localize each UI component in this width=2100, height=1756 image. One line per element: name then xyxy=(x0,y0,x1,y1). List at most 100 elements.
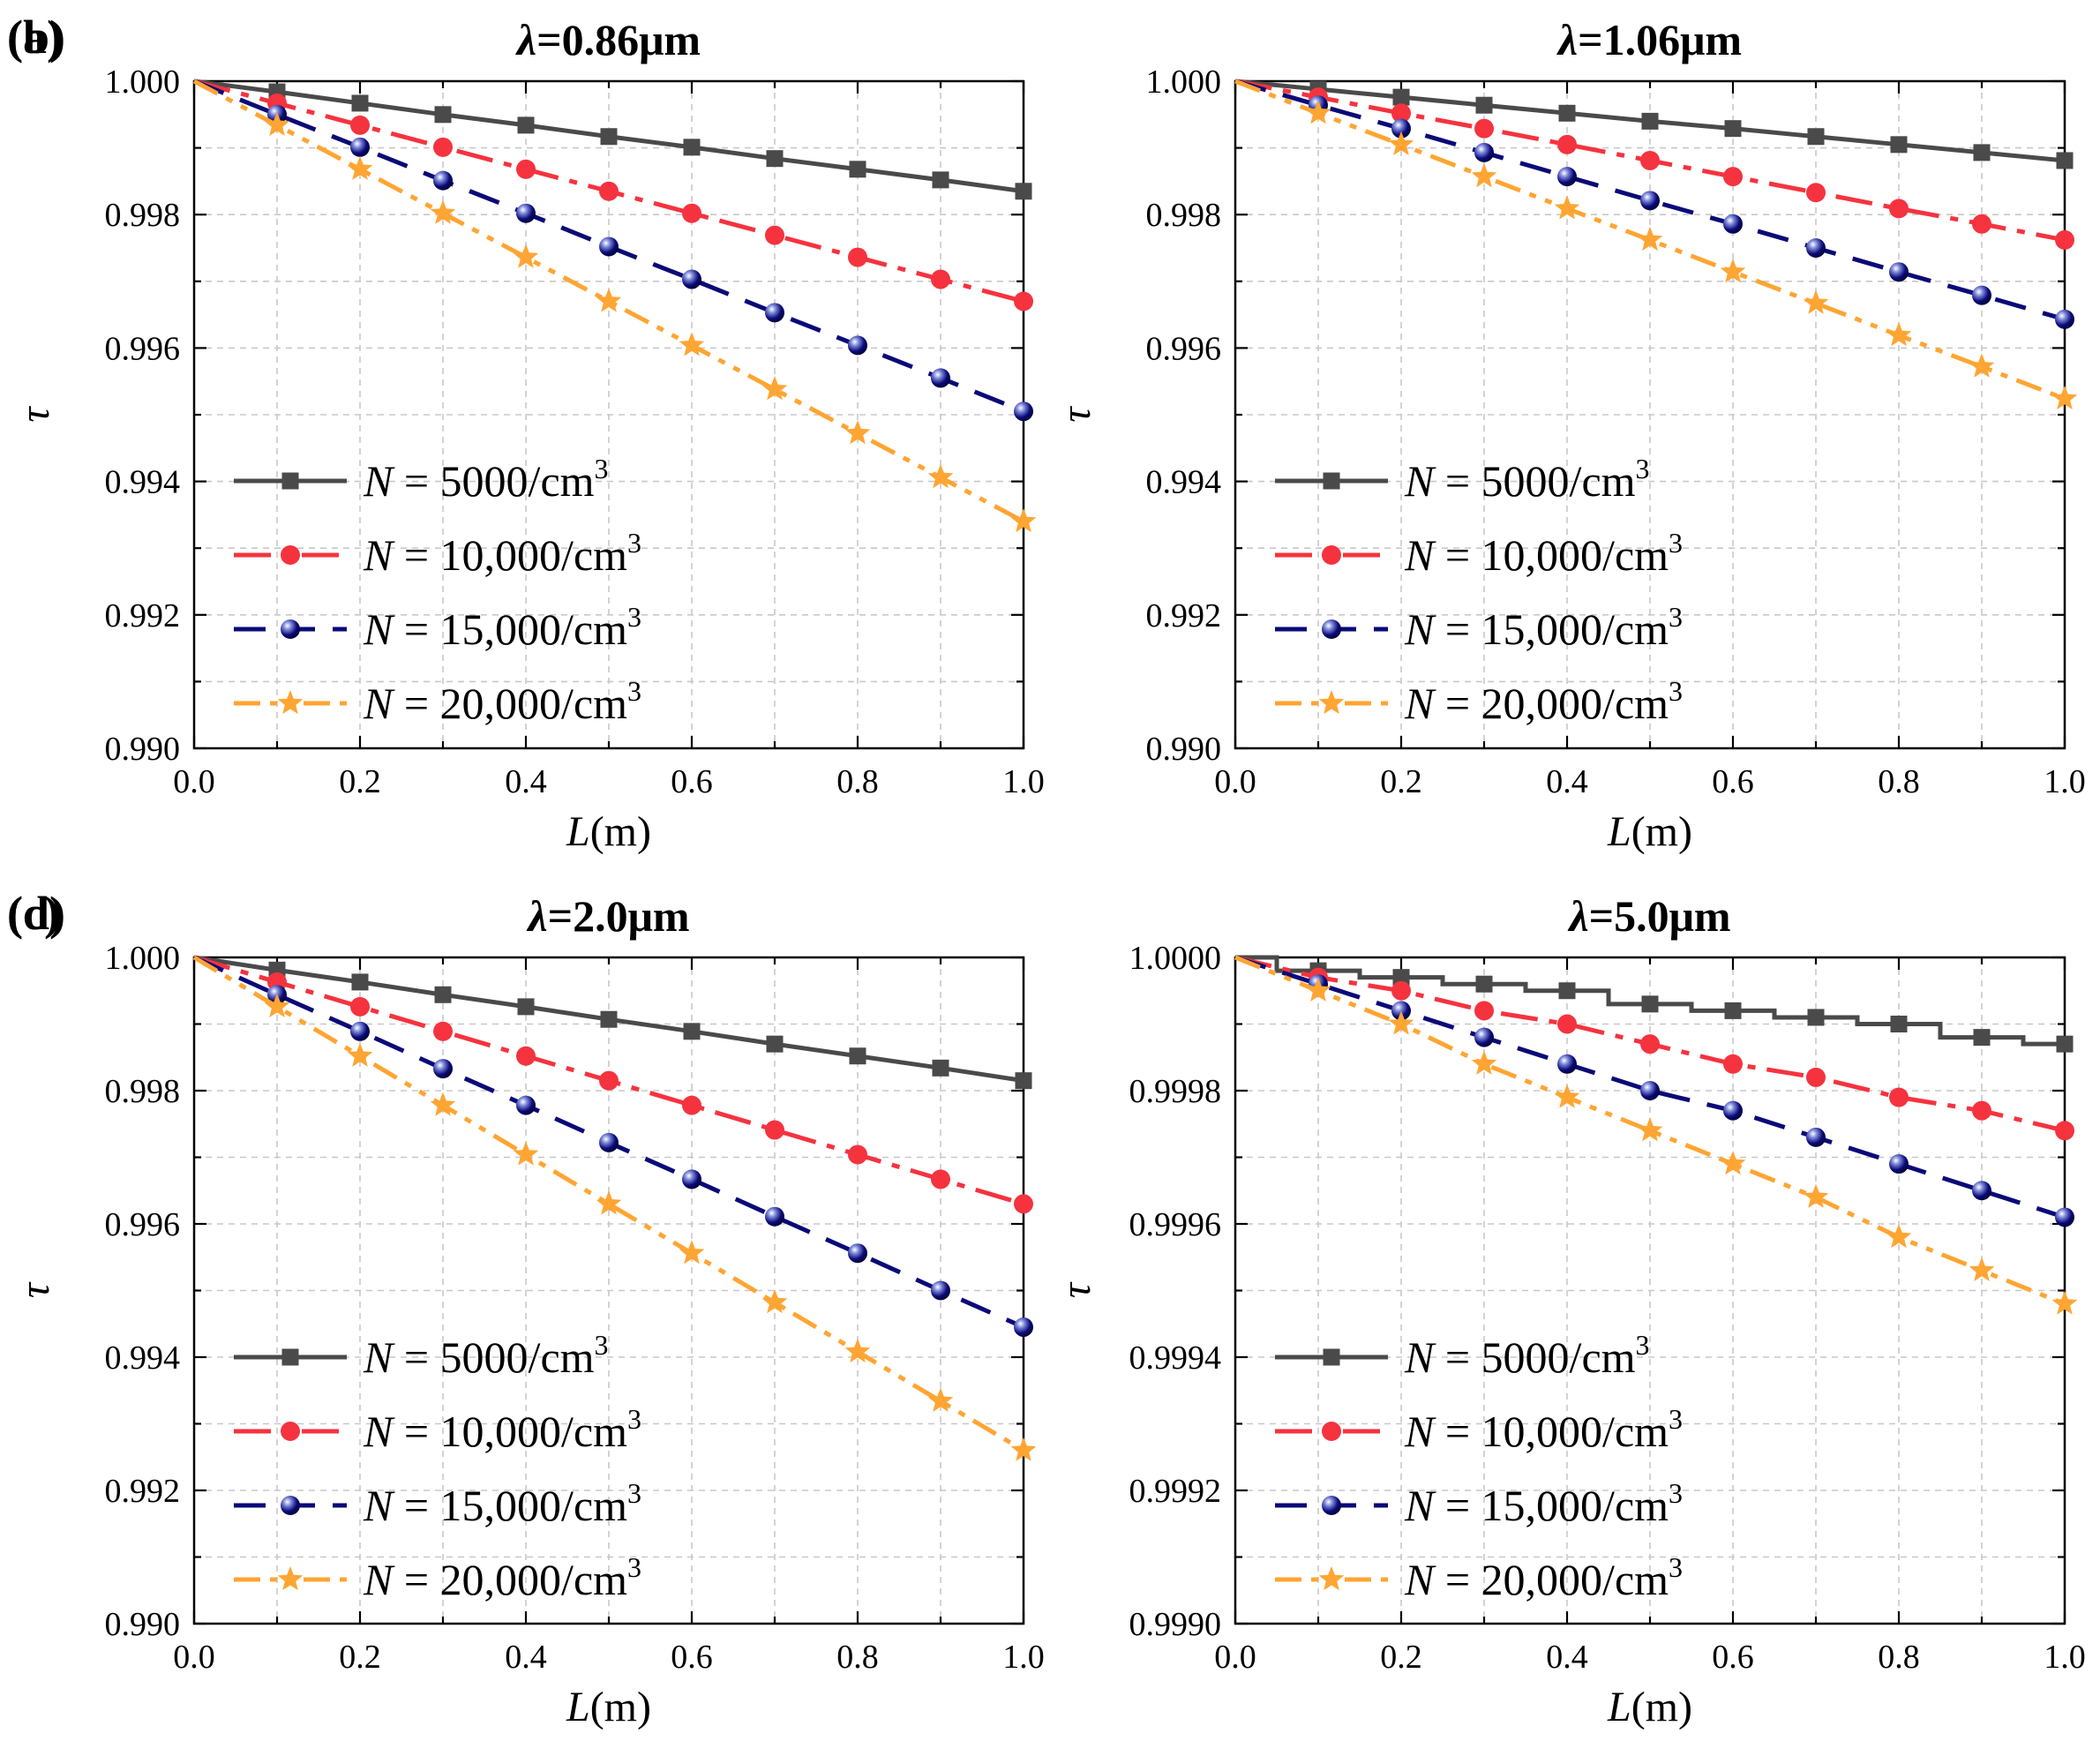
title-symbol: λ xyxy=(526,891,547,941)
x-tick-label: 0.0 xyxy=(173,1639,215,1676)
data-point xyxy=(1889,262,1909,282)
legend-marker xyxy=(1318,690,1345,715)
data-point xyxy=(1723,1100,1743,1121)
x-axis-unit: (m) xyxy=(1631,1684,1692,1730)
legend-variable: N xyxy=(363,1555,395,1604)
series-2 xyxy=(1234,79,2074,250)
legend-label: N = 10,000/cm3 xyxy=(363,1403,641,1456)
legend-variable: N xyxy=(1404,1481,1436,1530)
data-point xyxy=(350,1021,370,1041)
data-point xyxy=(848,1144,867,1165)
data-point xyxy=(765,303,784,323)
data-point xyxy=(682,1169,701,1189)
data-point xyxy=(1806,183,1826,203)
legend-value: = 15,000/cm xyxy=(1434,1481,1669,1530)
data-point xyxy=(1391,103,1411,124)
series-1 xyxy=(193,79,1032,200)
x-tick-label: 0.6 xyxy=(1712,1639,1754,1676)
data-point xyxy=(1014,291,1033,311)
legend-superscript: 3 xyxy=(627,675,641,707)
data-point xyxy=(1889,1154,1909,1174)
data-point xyxy=(433,137,453,157)
data-point xyxy=(350,137,370,157)
data-point xyxy=(516,203,536,223)
y-tick-label: 0.998 xyxy=(1146,197,1222,234)
legend-value: = 20,000/cm xyxy=(393,679,627,728)
legend-marker xyxy=(281,1496,300,1515)
title-symbol: λ xyxy=(515,15,536,64)
y-tick-label: 0.990 xyxy=(105,1606,181,1643)
data-point xyxy=(1972,1100,1991,1121)
title-symbol: λ xyxy=(1556,15,1578,64)
x-tick-label: 0.0 xyxy=(1214,763,1256,800)
legend-variable: N xyxy=(363,456,395,506)
legend-label: N = 5000/cm3 xyxy=(1404,453,1650,506)
data-point xyxy=(599,1132,619,1152)
legend-label: N = 20,000/cm3 xyxy=(1404,675,1683,728)
legend-superscript: 3 xyxy=(1669,1477,1683,1509)
legend-superscript: 3 xyxy=(627,601,641,633)
data-point xyxy=(599,181,619,201)
data-point xyxy=(1388,131,1414,155)
data-point xyxy=(1557,134,1577,154)
data-point xyxy=(350,996,370,1017)
x-axis-variable: L xyxy=(1607,808,1631,855)
legend-marker xyxy=(277,1566,304,1591)
panel-label: (b) xyxy=(7,11,65,64)
data-point xyxy=(1807,1009,1825,1026)
data-point xyxy=(766,150,784,168)
legend-value: = 15,000/cm xyxy=(1434,604,1669,654)
data-point xyxy=(765,225,784,245)
legend-superscript: 3 xyxy=(595,1329,609,1361)
data-point xyxy=(1392,969,1410,987)
data-point xyxy=(766,1035,784,1053)
data-point xyxy=(1806,238,1826,258)
legend-marker xyxy=(1322,545,1341,565)
legend-variable: N xyxy=(1404,1407,1436,1456)
data-point xyxy=(1640,191,1660,211)
data-point xyxy=(765,1206,784,1227)
series-2 xyxy=(193,79,1033,311)
y-axis-label: τ xyxy=(1053,1281,1099,1298)
data-point xyxy=(932,171,949,189)
legend-superscript: 3 xyxy=(1669,1551,1683,1583)
data-point xyxy=(516,159,536,179)
data-point xyxy=(679,332,705,356)
data-point xyxy=(1305,100,1331,124)
legend-label: N = 5000/cm3 xyxy=(363,1329,609,1382)
legend-variable: N xyxy=(1404,1332,1436,1382)
legend-value: = 10,000/cm xyxy=(393,530,627,580)
x-tick-label: 0.8 xyxy=(836,1639,879,1676)
legend-label: N = 5000/cm3 xyxy=(1404,1329,1650,1382)
data-point xyxy=(347,155,373,180)
chart-title: λ=0.86μm xyxy=(515,15,701,64)
data-point xyxy=(1557,1054,1577,1074)
data-point xyxy=(1972,214,1991,234)
legend-value: = 15,000/cm xyxy=(393,604,627,654)
legend-value: = 10,000/cm xyxy=(1434,530,1669,580)
data-point xyxy=(679,1240,705,1264)
y-tick-label: 1.000 xyxy=(1146,64,1222,101)
y-tick-label: 0.992 xyxy=(105,1473,181,1510)
legend-label: N = 20,000/cm3 xyxy=(363,1551,641,1604)
legend-variable: N xyxy=(1404,679,1436,728)
data-point xyxy=(1474,1001,1494,1021)
data-point xyxy=(1388,1010,1414,1035)
x-tick-label: 1.0 xyxy=(1002,763,1045,800)
panel-label: (a) xyxy=(7,11,63,64)
y-tick-label: 0.994 xyxy=(105,464,181,501)
data-point xyxy=(682,269,701,289)
data-point xyxy=(1972,1181,1991,1201)
series-4 xyxy=(192,955,1037,1461)
data-point xyxy=(1391,1001,1411,1021)
x-tick-label: 0.6 xyxy=(1712,763,1754,800)
series-line xyxy=(1234,955,2066,1306)
legend-label: N = 10,000/cm3 xyxy=(1404,527,1683,580)
x-tick-label: 0.2 xyxy=(1380,1639,1422,1676)
legend-variable: N xyxy=(363,604,395,654)
y-tick-label: 0.992 xyxy=(105,597,181,634)
data-point xyxy=(2055,309,2074,329)
data-point xyxy=(264,111,290,136)
